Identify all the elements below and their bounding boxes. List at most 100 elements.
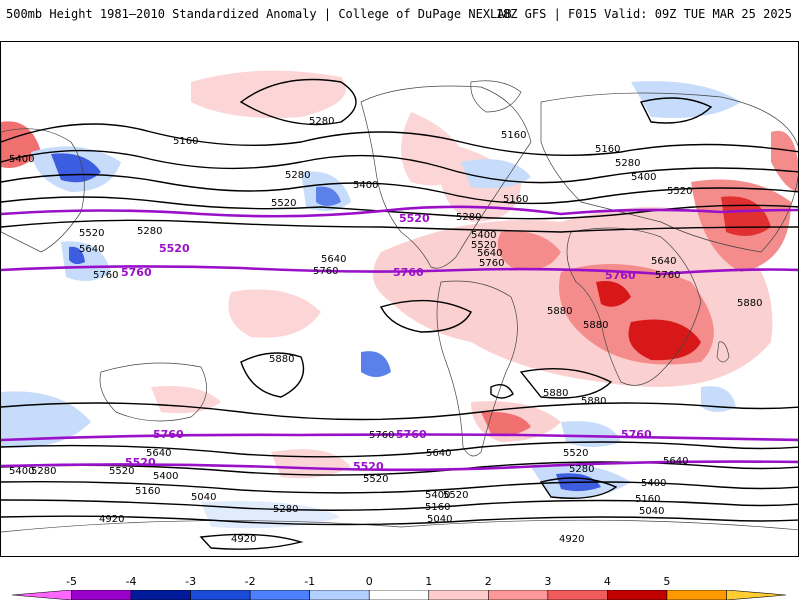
coastlines [1,80,798,533]
height-label: 5880 [547,306,572,317]
height-label: 5280 [569,464,594,475]
height-label: 5640 [426,448,451,459]
height-contour [1,441,798,458]
height-label: 5640 [321,254,346,265]
height-label: 5640 [663,456,688,467]
height-label: 5520 [563,448,588,459]
height-label: 5400 [471,230,496,241]
map-canvas: 5280 5160 5400 5280 5520 5400 5520 5280 … [1,70,798,550]
anomaly-positive-area [228,289,321,338]
color-scale-bin [130,590,191,600]
color-scale-tick-label: -5 [66,575,78,588]
height-contour [1,402,798,421]
climatology-label: 5760 [121,266,152,279]
color-scale-bin [607,590,668,600]
anomaly-positive-area [721,196,771,236]
height-label: 5520 [109,466,134,477]
height-contours [1,78,798,550]
height-label: 5160 [425,502,450,513]
height-label: 5280 [285,170,310,181]
climatology-label-group: 5520 5760 5760 5520 5760 5760 5760 5760 … [121,212,652,473]
height-label: 5760 [655,270,680,281]
height-contour [1,149,798,184]
color-scale-bin [666,590,727,600]
color-scale-bar [11,590,787,600]
anomaly-negative-area [69,246,85,265]
anomaly-positive-area [771,130,798,192]
height-contour [519,368,613,399]
height-label: 5400 [353,180,378,191]
climatology-label: 5520 [353,460,384,473]
height-label: 5280 [456,212,481,223]
height-label: 5640 [651,256,676,267]
climatology-label: 5760 [153,428,184,441]
height-label-group: 5280 5160 5400 5280 5520 5400 5520 5280 … [9,116,762,545]
height-label: 5160 [635,494,660,505]
climatology-5520-sh [1,460,798,472]
height-label: 4920 [559,534,584,545]
climatology-label: 5760 [605,269,636,282]
height-label: 5640 [477,248,502,259]
height-label: 5520 [271,198,296,209]
height-label: 4920 [99,514,124,525]
height-label: 5520 [471,240,496,251]
coastline-asia-east [1,128,85,253]
anomaly-positive-area [191,70,346,118]
height-contour [239,78,357,126]
climatology-5520-nh [1,205,798,218]
color-scale-legend: -5 -4 -3 -2 -1 0 1 2 3 4 5 [0,570,800,600]
color-scale-bin [488,590,549,600]
product-title: 500mb Height 1981–2010 Standardized Anom… [6,7,512,21]
height-label: 5400 [9,154,34,165]
height-label: 5400 [631,172,656,183]
height-label: 5880 [583,320,608,331]
height-contour [639,97,713,124]
coastline-madagascar [716,341,730,363]
color-scale-tick-label: 4 [603,575,611,588]
anomaly-negative-area [361,351,391,377]
anomaly-positive-area [628,319,701,361]
height-label: 5400 [9,466,34,477]
map-panel[interactable]: 5280 5160 5400 5280 5520 5400 5520 5280 … [0,41,799,557]
coastline-south-america [436,280,518,457]
climatology-label: 5760 [393,266,424,279]
height-label: 5280 [309,116,334,127]
height-contour [490,384,514,399]
height-label: 5040 [427,514,452,525]
color-scale-bin [190,590,251,600]
color-scale-tick-label: -4 [125,575,137,588]
height-contour [539,477,618,499]
height-label: 5760 [93,270,118,281]
height-label: 5040 [639,506,664,517]
title-bar: 500mb Height 1981–2010 Standardized Anom… [0,0,800,28]
height-contour [380,299,472,333]
color-scale-bin [309,590,370,600]
anomaly-positive-area [151,386,221,414]
anomaly-shading [1,70,798,529]
climatology-label: 5520 [125,456,156,469]
climatology-label: 5760 [621,428,652,441]
coastline-greenland [470,80,522,113]
color-scale-tick-label: -2 [244,575,256,588]
height-label: 5520 [667,186,692,197]
height-contour [1,515,798,526]
height-contour [199,533,304,550]
height-contour [1,173,798,205]
color-scale-tick-label: 2 [484,575,492,588]
height-label: 5520 [443,490,468,501]
height-label: 5520 [363,474,388,485]
height-contour [240,352,305,398]
coastline-eurasia [540,92,798,253]
anomaly-positive-area [596,281,631,307]
height-label: 5760 [479,258,504,269]
coastline-north-america [360,85,532,269]
anomaly-positive-area [481,411,531,436]
color-scale-bin [547,590,608,600]
height-label: 5760 [369,430,394,441]
height-label: 5280 [137,226,162,237]
climatology-contours [1,205,798,472]
color-scale-bin [249,590,310,600]
anomaly-negative-area [561,421,621,447]
color-scale-tick-label: 1 [425,575,433,588]
color-scale-bin [368,590,430,600]
